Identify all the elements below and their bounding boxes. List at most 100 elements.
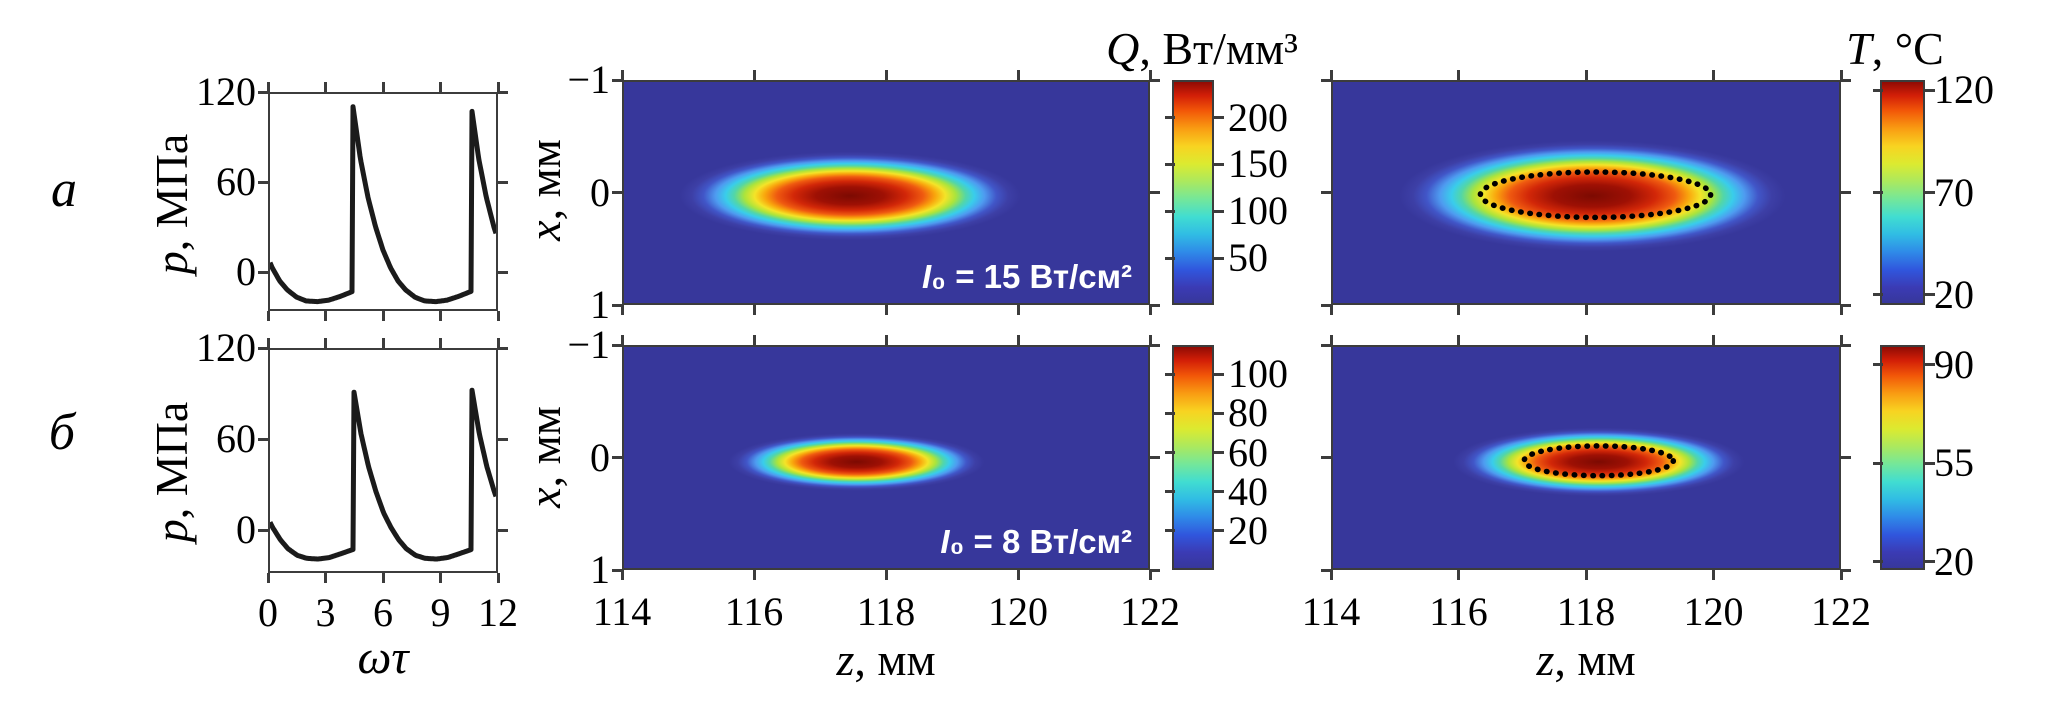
xmm-tick — [1150, 343, 1160, 347]
z-tick — [620, 305, 624, 315]
xmm-tick-label: −1 — [567, 322, 610, 367]
colorbar-tick — [1165, 372, 1175, 376]
z-tick — [1584, 305, 1588, 315]
colorbar-title-Q: Q, Вт/мм³ — [1062, 26, 1342, 72]
z-tick — [752, 335, 756, 345]
z-tick — [620, 570, 624, 580]
heatmap-Q-row-b: I₀ = 8 Вт/см² — [622, 345, 1150, 570]
colorbar-T-b — [1880, 345, 1925, 570]
x-tick — [381, 82, 385, 92]
x-tick-label: 12 — [478, 590, 518, 635]
threshold-contour-layer — [1477, 169, 1714, 221]
heatmap-T-row-a — [1331, 80, 1841, 305]
colorbar-tick-label: 60 — [1228, 429, 1268, 475]
pressure-waveform — [270, 104, 496, 305]
xmm-tick-label: 1 — [590, 282, 610, 327]
z-tick-label: 116 — [1429, 589, 1488, 634]
xmm-tick — [1150, 568, 1160, 572]
heatmap-T-row-b — [1331, 345, 1841, 570]
colorbar-tick-label: 100 — [1228, 188, 1288, 234]
xmm-tick-label: 0 — [590, 434, 610, 480]
y-tick — [258, 437, 268, 441]
xmm-tick — [612, 303, 622, 307]
xmm-tick-label: 1 — [590, 547, 610, 592]
colorbar-tick — [1873, 88, 1883, 92]
z-tick — [1016, 305, 1020, 315]
colorbar-tick-label: 20 — [1934, 538, 1974, 584]
intensity-value-a: ₀ = 15 Вт/см² — [931, 257, 1132, 295]
colorbar-tick — [1214, 116, 1224, 119]
waveform-curve — [270, 387, 496, 562]
colorbar-tick — [1925, 560, 1935, 564]
colorbar-tick-label: 150 — [1228, 141, 1288, 187]
z-axis-label-t: z, мм — [1486, 637, 1686, 683]
colorbar-tick — [1925, 191, 1935, 194]
x-tick — [439, 338, 442, 348]
x-tick — [324, 573, 327, 583]
x-tick — [324, 338, 327, 348]
z-tick-label: 120 — [988, 589, 1048, 634]
colorbar-T-a — [1880, 80, 1925, 305]
colorbar-tick — [1214, 490, 1224, 494]
pressure-waveform-plot-a — [268, 92, 498, 311]
z-tick — [1839, 70, 1843, 80]
row-label-b: б — [48, 404, 76, 461]
z-tick — [1457, 335, 1460, 345]
z-tick-label: 116 — [724, 589, 784, 634]
intensity-annotation-a: I₀ = 15 Вт/см² — [921, 257, 1132, 295]
colorbar-tick — [1165, 209, 1175, 213]
z-tick — [1148, 70, 1152, 80]
colorbar-tick — [1214, 372, 1224, 376]
z-tick — [752, 305, 756, 315]
y-tick — [498, 528, 508, 532]
z-tick — [1016, 570, 1020, 580]
x-tick — [381, 573, 385, 583]
z-tick — [1329, 570, 1333, 580]
colorbar-title-T-var: T — [1846, 23, 1872, 74]
x-tick — [324, 82, 327, 92]
colorbar-tick-label: 20 — [1934, 271, 1974, 317]
xmm-tick — [1841, 78, 1851, 82]
z-tick-label: 118 — [1556, 589, 1616, 634]
colorbar-tick-label: 200 — [1228, 94, 1288, 140]
colorbar-tick — [1873, 293, 1883, 297]
xmm-tick — [1321, 78, 1331, 82]
colorbar-tick-label: 80 — [1228, 390, 1268, 436]
threshold-contour-layer — [1521, 443, 1677, 479]
y-tick — [258, 90, 268, 94]
xmm-tick — [612, 456, 622, 459]
colorbar-tick — [1925, 88, 1935, 92]
z-tick-label: 114 — [592, 589, 652, 634]
x-tick-label: 0 — [258, 590, 278, 635]
colorbar-tick — [1165, 490, 1175, 494]
z-unit-t: , мм — [1554, 634, 1636, 685]
xmm-tick-label: 0 — [590, 169, 610, 215]
x-tick — [381, 338, 385, 348]
z-tick — [1584, 335, 1588, 345]
z-var-t: z — [1536, 634, 1555, 685]
dotted-contour — [1477, 169, 1714, 221]
colorbar-tick — [1873, 560, 1883, 564]
intensity-value-b: ₀ = 8 Вт/см² — [949, 522, 1132, 560]
xmm-tick — [612, 191, 622, 194]
xmm-tick — [1150, 303, 1160, 307]
colorbar-tick-label: 100 — [1228, 351, 1288, 397]
y-tick — [498, 346, 508, 350]
x-tick — [381, 311, 385, 321]
row-label-a: a — [51, 161, 77, 218]
z-tick — [1712, 305, 1715, 315]
xmm-tick — [612, 568, 622, 572]
intensity-var-b: I — [940, 522, 950, 560]
z-axis-label-q: z, мм — [786, 637, 986, 683]
xmm-tick — [1841, 568, 1851, 572]
z-tick — [884, 335, 888, 345]
dotted-contour — [1521, 443, 1677, 479]
y-tick — [258, 270, 268, 274]
xmm-tick — [1841, 303, 1851, 307]
intensity-var-a: I — [921, 257, 932, 295]
z-tick-label: 120 — [1683, 589, 1744, 634]
z-tick — [884, 70, 888, 80]
colorbar-tick — [1214, 209, 1224, 213]
waveform-curve — [270, 104, 496, 305]
